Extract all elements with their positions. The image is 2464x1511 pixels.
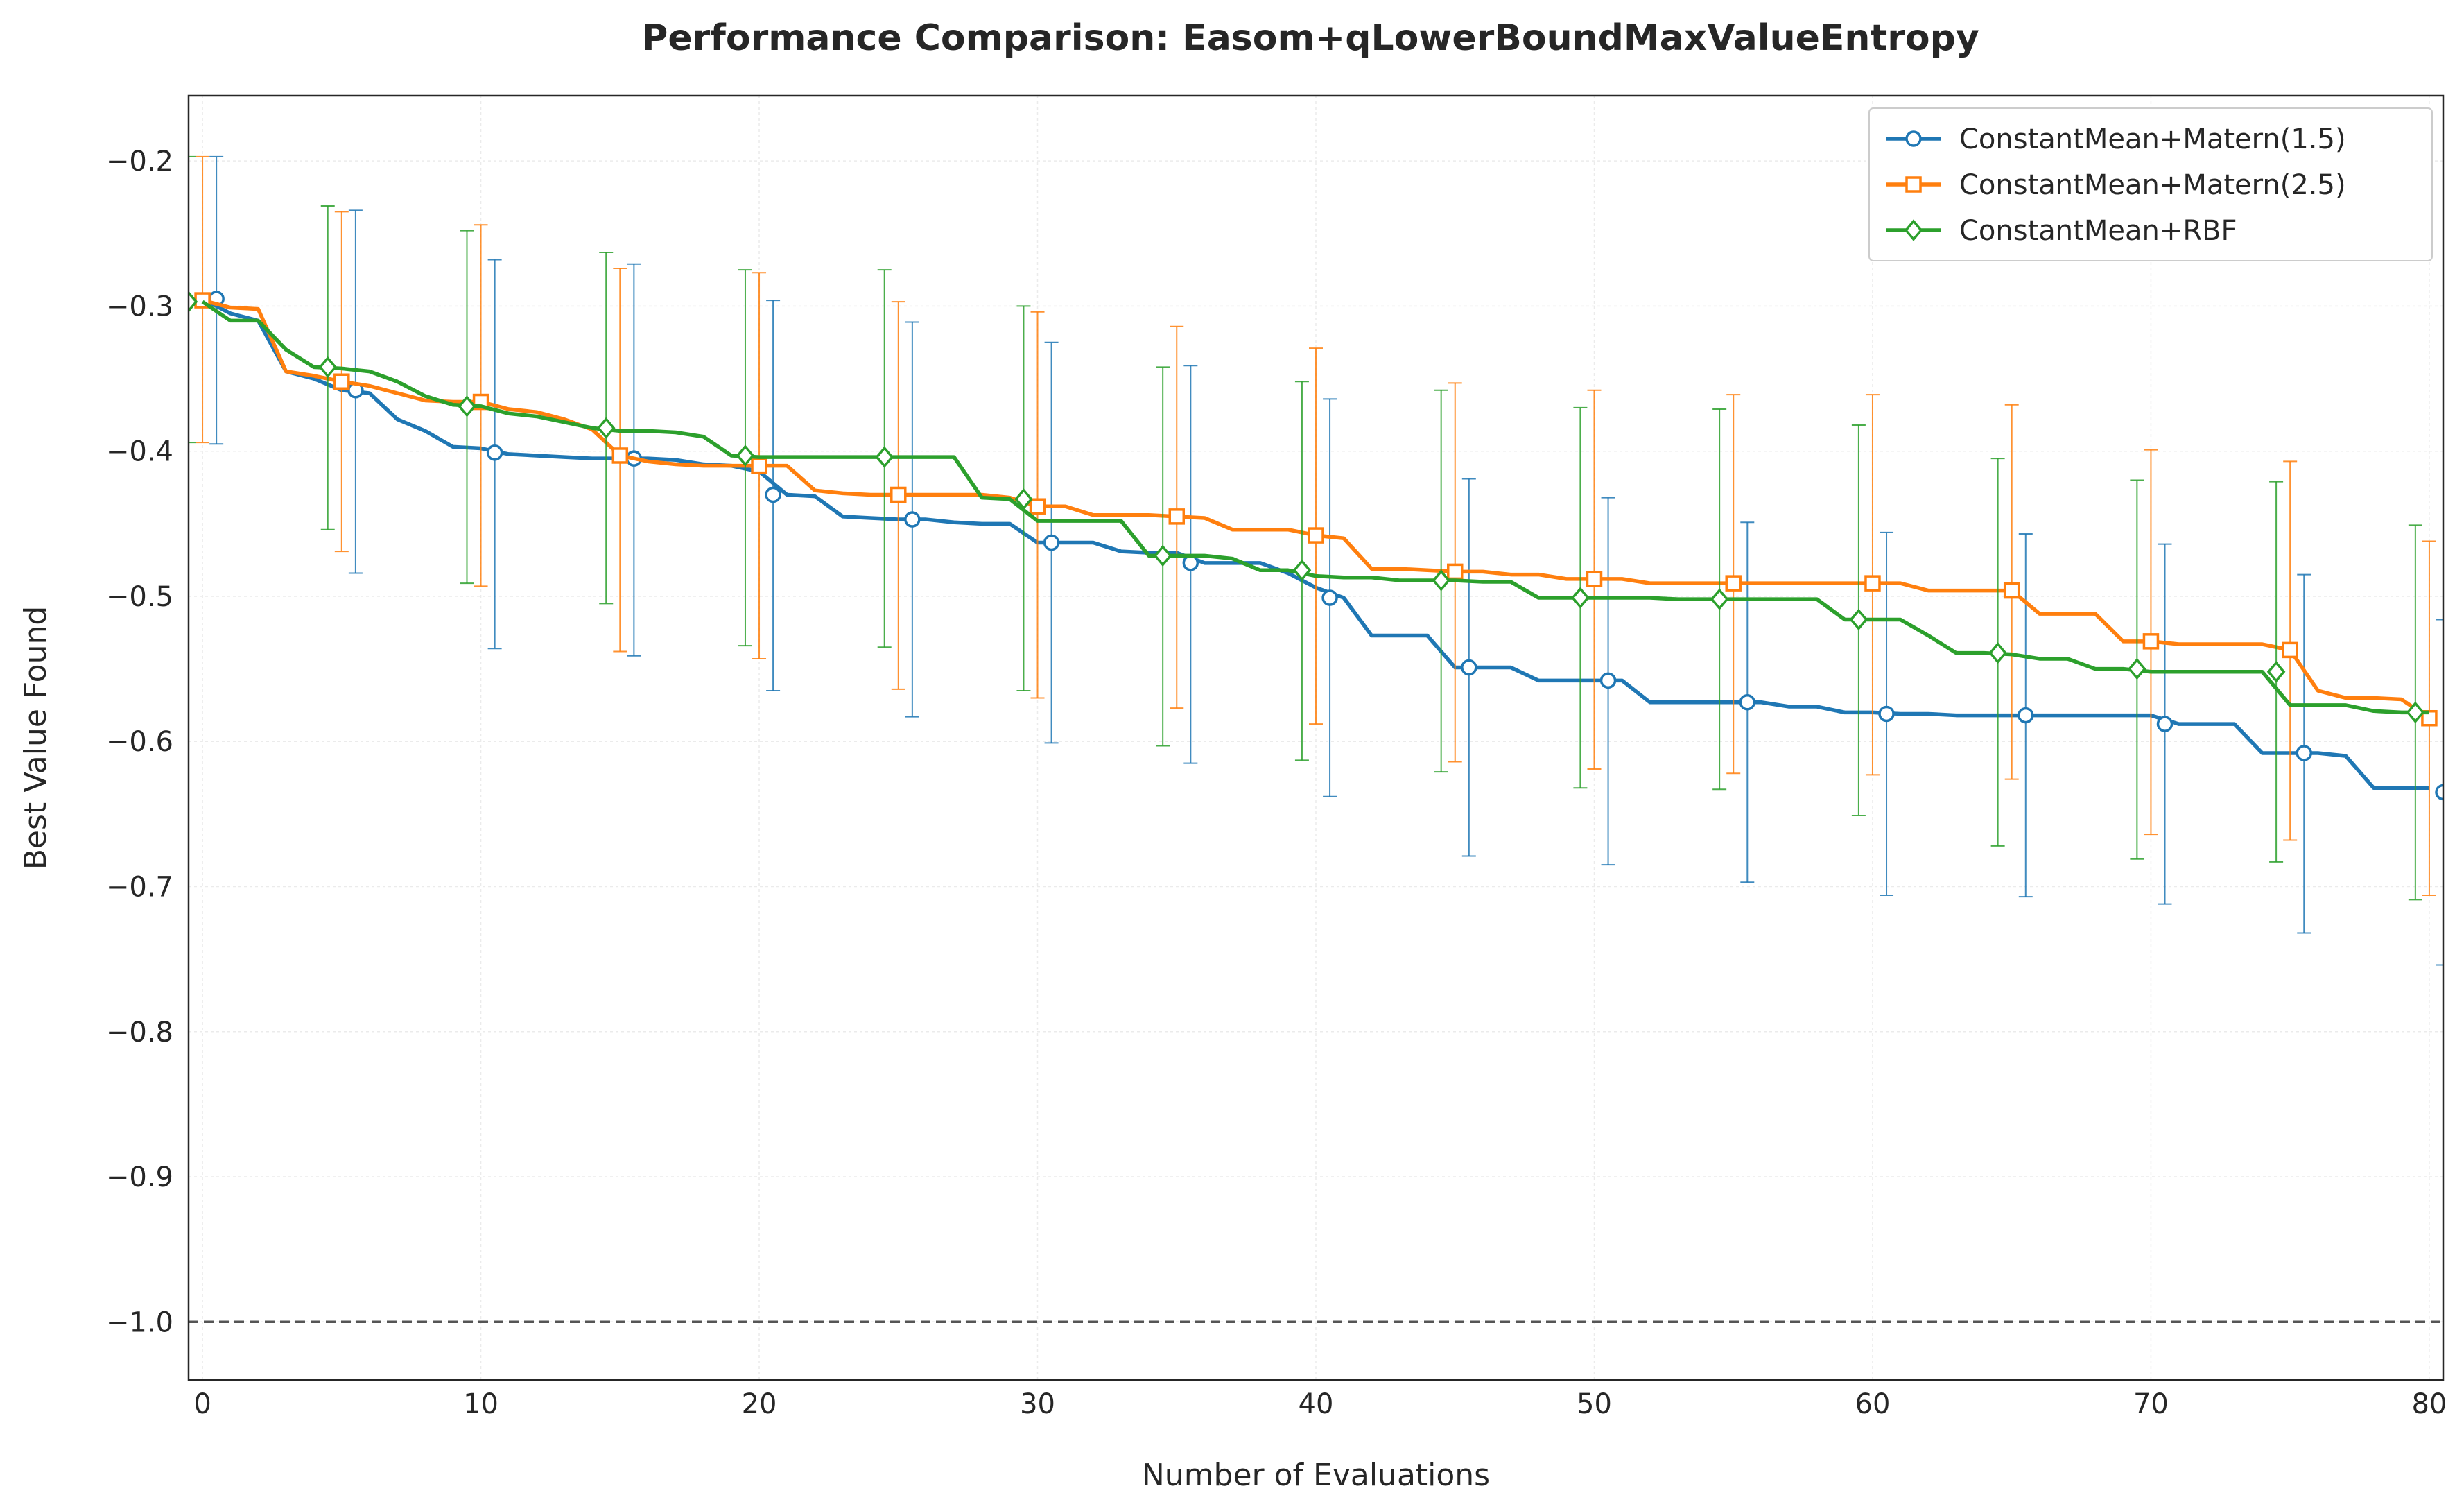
x-tick-label: 50 <box>1577 1388 1612 1420</box>
data-point <box>2406 701 2425 724</box>
data-point <box>1864 575 1881 592</box>
x-tick-label: 10 <box>463 1388 498 1420</box>
data-point <box>1599 672 1617 689</box>
y-tick-label: −0.2 <box>106 146 173 178</box>
y-tick-label: −0.7 <box>106 871 173 903</box>
data-point <box>1849 608 1868 631</box>
data-point <box>875 446 894 468</box>
data-point <box>765 486 781 503</box>
data-point <box>611 447 629 464</box>
legend-box <box>1868 107 2433 261</box>
data-point <box>751 457 767 474</box>
plot-area-frame <box>187 94 2445 1381</box>
x-tick-label: 80 <box>2411 1388 2447 1420</box>
data-point <box>1432 569 1450 592</box>
data-point <box>2128 657 2146 680</box>
data-point <box>1182 555 1199 571</box>
data-point <box>1029 498 1046 515</box>
series-line <box>201 300 2429 715</box>
legend-marker <box>1905 176 1922 193</box>
y-tick-label: −0.6 <box>106 726 173 758</box>
x-tick-label: 40 <box>1299 1388 1334 1420</box>
y-tick-label: −1.0 <box>106 1306 173 1338</box>
data-point <box>2156 716 2174 732</box>
x-tick-label: 70 <box>2133 1388 2169 1420</box>
y-axis-label: Best Value Found <box>18 606 53 870</box>
y-axis-ticks: −0.2 −0.3 −0.4 −0.5 −0.6 −0.7 −0.8 −0.9 −1.0 <box>106 146 173 1338</box>
y-tick-label: −0.4 <box>106 436 173 468</box>
legend-label: ConstantMean+Matern(2.5) <box>1959 169 2346 201</box>
x-tick-label: 30 <box>1020 1388 1055 1420</box>
data-point <box>2266 661 2286 683</box>
data-point <box>2296 745 2313 761</box>
data-point <box>2142 633 2160 650</box>
data-point <box>1153 544 1172 567</box>
y-tick-label: −0.8 <box>106 1017 173 1048</box>
data-point <box>2018 707 2034 724</box>
data-point <box>486 444 503 461</box>
data-point <box>2282 641 2298 659</box>
legend: ConstantMean+Matern(1.5) ConstantMean+Mat… <box>1868 107 2433 261</box>
data-point <box>1308 527 1324 544</box>
data-point <box>1014 488 1033 510</box>
data-point <box>890 486 907 503</box>
legend-marker <box>1904 219 1923 241</box>
x-tick-label: 0 <box>193 1388 211 1420</box>
data-point <box>1461 659 1477 676</box>
data-point <box>1586 571 1603 587</box>
data-point <box>1292 559 1312 582</box>
series-layer <box>189 155 2443 966</box>
legend-label: ConstantMean+Matern(1.5) <box>1959 123 2346 155</box>
y-tick-label: −0.3 <box>106 291 173 322</box>
data-point <box>1571 587 1590 609</box>
data-point <box>2435 784 2443 801</box>
data-point <box>736 444 755 467</box>
data-point <box>904 511 921 528</box>
series-1 <box>201 155 2443 966</box>
legend-label: ConstantMean+RBF <box>1959 215 2237 247</box>
chart-title: Performance Comparison: Easom+qLowerBoun… <box>641 17 1979 59</box>
data-point <box>2003 582 2020 599</box>
data-point <box>333 373 350 390</box>
data-point <box>1710 588 1729 610</box>
data-point <box>458 395 476 417</box>
data-point <box>1878 705 1895 723</box>
data-point <box>596 417 616 439</box>
data-point <box>1725 575 1742 592</box>
x-tick-label: 20 <box>742 1388 777 1420</box>
x-axis-ticks: 0 10 20 30 40 50 60 70 80 <box>193 1388 2447 1420</box>
x-tick-label: 60 <box>1855 1388 1891 1420</box>
data-point <box>1446 563 1464 580</box>
data-point <box>189 291 198 313</box>
data-point <box>1321 589 1338 606</box>
data-point <box>1988 641 2007 664</box>
data-point <box>1168 508 1186 525</box>
data-point <box>1043 534 1060 551</box>
series-3 <box>189 155 2429 901</box>
y-tick-label: −0.5 <box>106 581 173 613</box>
data-point <box>318 356 338 379</box>
data-point <box>1739 693 1756 711</box>
legend-marker <box>1905 130 1922 147</box>
y-tick-label: −0.9 <box>106 1162 173 1193</box>
x-axis-label: Number of Evaluations <box>1142 1458 1490 1493</box>
